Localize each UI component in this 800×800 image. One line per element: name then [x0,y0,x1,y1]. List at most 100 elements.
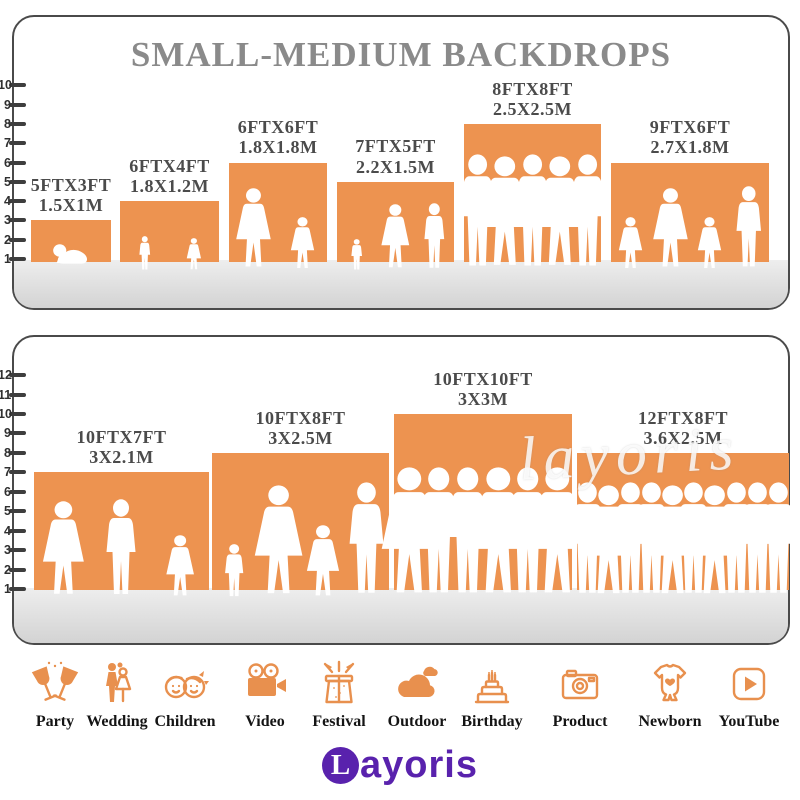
category-label: Outdoor [387,713,447,730]
ruler-tick [9,450,26,455]
ruler-tick-label: 6 [4,484,11,499]
size-m-text: 3.6X2.5M [643,427,723,448]
toddler-silhouette [349,239,364,271]
category-children: Children [141,660,229,731]
ruler-tick [9,373,26,378]
man-silhouette [731,186,767,271]
backdrop-bar-10ftx10ft: 10FTX10FT 3X3M [381,369,585,593]
category-youtube: YouTube [705,660,793,731]
ruler-tick-label: 11 [0,387,12,402]
panel-small-medium: SMALL-MEDIUM BACKDROPS 1 2 3 4 5 6 7 8 9 10 5FTX3… [0,15,790,310]
woman-silhouette [38,501,89,599]
ruler-tick-label: 9 [4,97,11,112]
ruler-tick [9,509,26,514]
category-label: Children [154,713,216,730]
ruler-tick [9,257,26,261]
girl-silhouette [695,217,724,271]
ruler-tick [9,237,26,242]
backdrop-bar-6ftx6ft: 6FTX6FT 1.8X1.8M [229,117,327,269]
woman-silhouette [523,467,592,599]
backdrop-size-label: 5FTX3FT 1.5X1M [31,175,112,215]
festival-icon [315,660,363,708]
backdrop-size-label: 10FTX8FT 3X2.5M [255,408,345,448]
backdrop-size-label: 7FTX5FT 2.2X1.5M [355,136,436,176]
size-ft-text: 10FTX10FT [433,368,533,389]
ruler-tick [9,199,26,204]
backdrop-size-label: 10FTX10FT 3X3M [433,369,533,409]
children-icon [161,660,209,708]
size-m-text: 1.8X1.8M [238,137,318,158]
party-icon [31,660,79,708]
girl-silhouette [616,217,645,271]
ruler-tick [9,528,26,533]
girl-silhouette [288,217,317,271]
ruler-tick [9,83,26,88]
backdrop-bar-9ftx6ft: 9FTX6FT 2.7X1.8M [611,117,769,269]
backdrop-bar-8ftx8ft: 8FTX8FT 2.5X2.5M [460,79,605,266]
baby-silhouette [51,241,91,266]
size-ft-text: 7FTX5FT [355,136,436,157]
ruler-tick [9,121,26,126]
ruler-tick [9,179,26,184]
category-label: Video [245,713,285,730]
size-m-text: 2.5X2.5M [492,98,572,119]
ruler-tick [9,587,26,591]
man-silhouette [563,153,612,271]
ruler-tick-label: 1 [4,582,11,596]
backdrop-size-label: 9FTX6FT 2.7X1.8M [650,117,731,157]
backdrop-bar-7ftx5ft: 7FTX5FT 2.2X1.5M [337,136,454,270]
man-silhouette [411,467,466,599]
category-label: Festival [312,713,366,730]
boy-silhouette [137,235,153,271]
ruler-tick-label: 1 [4,252,11,266]
size-m-text: 3X2.5M [268,427,333,448]
woman-silhouette [249,485,308,599]
man-silhouette [453,153,502,271]
ruler-tick [9,431,26,436]
outdoor-icon [393,660,441,708]
size-m-text: 1.5X1M [38,195,104,216]
ruler-tick-label: 12 [0,368,12,383]
ruler-tick [9,548,26,553]
backdrop-bar-12ftx8ft: 12FTX8FT 3.6X2.5M [570,408,796,594]
ruler-tick [9,411,26,416]
wedding-icon [93,660,141,708]
man-silhouette [754,482,800,599]
ruler-tick [9,567,26,572]
girl-silhouette [163,535,197,599]
man-silhouette [508,153,557,271]
backdrop-bar-10ftx7ft: 10FTX7FT 3X2.1M [34,427,209,596]
size-ft-text: 10FTX8FT [255,407,346,428]
ruler-tick [9,489,26,494]
girl-silhouette [185,238,203,271]
backdrop-size-label: 12FTX8FT 3.6X2.5M [638,408,728,448]
size-m-text: 3X3M [457,388,508,409]
backdrop-bar-6ftx4ft: 6FTX4FT 1.8X1.2M [120,156,219,270]
backdrop-size-label: 6FTX6FT 1.8X1.8M [238,117,319,157]
ruler-tick-label: 5 [4,174,11,189]
brand-logo: L ayoris [0,746,800,784]
man-silhouette [100,499,142,599]
category-label: Wedding [86,713,148,730]
size-ft-text: 6FTX6FT [237,117,319,138]
size-m-text: 1.8X1.2M [129,175,209,196]
ruler-tick-label: 4 [4,194,11,209]
man-silhouette [342,482,391,599]
birthday-icon [468,660,516,708]
category-label: Product [552,713,608,730]
size-ft-text: 6FTX4FT [129,155,210,176]
ruler-tick-label: 4 [4,523,11,538]
ruler-tick [9,470,26,475]
ruler-tick [9,160,26,165]
size-ft-text: 12FTX8FT [637,407,729,428]
size-ft-text: 10FTX7FT [76,426,167,447]
ruler-tick-label: 8 [4,445,11,460]
category-newborn: Newborn [626,660,714,731]
logo-mark: L [322,746,360,784]
backdrop-bar-5ftx3ft: 5FTX3FT 1.5X1M [31,175,111,264]
ruler-tick-label: 5 [4,504,11,519]
size-m-text: 3X2.1M [89,447,154,468]
category-label: Newborn [638,713,702,730]
page-title: SMALL-MEDIUM BACKDROPS [130,35,672,74]
ruler-tick [9,102,26,107]
